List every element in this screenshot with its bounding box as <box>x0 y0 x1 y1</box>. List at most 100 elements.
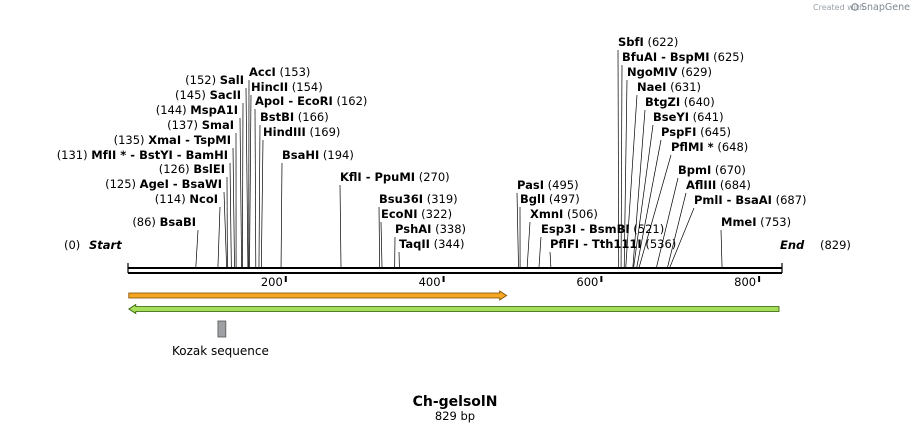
site-pos-1: (114) <box>155 192 190 206</box>
site-label-35[interactable]: AflIII (684) <box>686 178 751 192</box>
site-pos-7: (144) <box>156 103 191 117</box>
kozak-label: Kozak sequence <box>172 344 269 358</box>
site-pos-19: (338) <box>431 222 466 236</box>
credit-brand: SnapGene <box>861 2 910 13</box>
end-label: End <box>780 238 805 252</box>
site-name-22: BglI <box>520 192 545 206</box>
site-name-7: MspA1I <box>190 103 238 117</box>
site-name-2: AgeI - BsaWI <box>140 177 222 191</box>
site-label-16[interactable]: KflI - PpuMI (270) <box>340 170 450 184</box>
site-name-6: SmaI <box>202 118 234 132</box>
site-line-31 <box>633 124 654 268</box>
forward-feature-arrow[interactable] <box>128 290 508 301</box>
site-name-17: Bsu36I <box>379 192 423 206</box>
site-label-31[interactable]: BseYI (641) <box>653 110 724 124</box>
site-label-29[interactable]: NaeI (631) <box>637 80 701 94</box>
site-name-3: BslEI <box>193 162 225 176</box>
site-name-27: BfuAI - BspMI <box>622 50 709 64</box>
site-label-20[interactable]: TaqII (344) <box>399 237 465 251</box>
site-line-2 <box>223 191 227 268</box>
site-pos-21: (495) <box>544 178 579 192</box>
site-pos-26: (622) <box>644 35 679 49</box>
site-label-3[interactable]: (126) BslEI <box>159 162 225 176</box>
site-name-13: BstBI <box>260 110 294 124</box>
site-pos-17: (319) <box>423 192 458 206</box>
site-label-28[interactable]: NgoMIV (629) <box>627 65 712 79</box>
site-pos-2: (125) <box>105 177 140 191</box>
site-pos-3: (126) <box>159 162 194 176</box>
site-line-36 <box>669 207 695 268</box>
site-label-8[interactable]: (145) SacII <box>175 88 241 102</box>
ruler-tick-label-200: 200 <box>261 275 283 289</box>
site-label-25[interactable]: PflFI - Tth111I (536) <box>550 237 676 251</box>
site-pos-30: (640) <box>680 95 715 109</box>
site-line-23 <box>526 221 531 268</box>
site-label-14[interactable]: HindIII (169) <box>263 125 340 139</box>
site-line-16 <box>339 184 342 268</box>
site-name-32: PspFI <box>661 125 696 139</box>
site-label-17[interactable]: Bsu36I (319) <box>379 192 458 206</box>
site-line-37 <box>720 229 723 268</box>
site-pos-15: (194) <box>319 148 354 162</box>
site-line-34 <box>656 177 679 268</box>
site-line-30 <box>632 109 646 268</box>
site-line-26 <box>617 49 620 268</box>
site-label-26[interactable]: SbfI (622) <box>618 35 678 49</box>
site-name-15: BsaHI <box>282 148 319 162</box>
site-label-10[interactable]: AccI (153) <box>249 65 310 79</box>
site-name-24: Esp3I - BsmBI <box>541 222 630 236</box>
site-label-27[interactable]: BfuAI - BspMI (625) <box>622 50 744 64</box>
site-label-34[interactable]: BpmI (670) <box>678 163 746 177</box>
site-label-9[interactable]: (152) SalI <box>185 73 244 87</box>
reverse-feature-arrow[interactable] <box>128 303 780 315</box>
site-pos-12: (162) <box>333 94 368 108</box>
site-label-24[interactable]: Esp3I - BsmBI (521) <box>541 222 664 236</box>
site-name-8: SacII <box>210 88 241 102</box>
site-pos-37: (753) <box>757 215 792 229</box>
site-label-13[interactable]: BstBI (166) <box>260 110 329 124</box>
features <box>128 290 780 338</box>
site-name-10: AccI <box>249 65 276 79</box>
site-name-20: TaqII <box>399 237 430 251</box>
site-label-30[interactable]: BtgZI (640) <box>645 95 715 109</box>
site-label-19[interactable]: PshAI (338) <box>395 222 466 236</box>
site-name-31: BseYI <box>653 110 689 124</box>
site-name-28: NgoMIV <box>627 65 677 79</box>
site-label-2[interactable]: (125) AgeI - BsaWI <box>105 177 222 191</box>
snapgene-logo-icon <box>851 3 859 11</box>
site-pos-36: (687) <box>772 193 807 207</box>
site-label-0[interactable]: (86) BsaBI <box>132 215 196 229</box>
site-label-6[interactable]: (137) SmaI <box>167 118 234 132</box>
site-label-11[interactable]: HincII (154) <box>251 80 323 94</box>
site-line-27 <box>620 64 623 268</box>
site-pos-33: (648) <box>714 140 749 154</box>
site-name-23: XmnI <box>530 207 563 221</box>
site-line-17 <box>378 206 381 268</box>
ruler-tick-label-800: 800 <box>734 275 756 289</box>
ruler-tick-label-600: 600 <box>576 275 598 289</box>
site-label-15[interactable]: BsaHI (194) <box>282 148 354 162</box>
site-name-9: SalI <box>220 73 244 87</box>
site-label-32[interactable]: PspFI (645) <box>661 125 731 139</box>
site-pos-29: (631) <box>666 80 701 94</box>
site-label-36[interactable]: PmlI - BsaAI (687) <box>694 193 807 207</box>
site-label-18[interactable]: EcoNI (322) <box>381 207 452 221</box>
site-label-12[interactable]: ApoI - EcoRI (162) <box>255 94 367 108</box>
site-name-11: HincII <box>251 80 288 94</box>
site-label-23[interactable]: XmnI (506) <box>530 207 598 221</box>
site-label-5[interactable]: (135) XmaI - TspMI <box>114 133 231 147</box>
ruler: 200 400 600 800 <box>261 275 761 289</box>
site-line-14 <box>260 139 264 268</box>
site-line-18 <box>380 221 383 268</box>
start-position: (0) <box>64 238 80 252</box>
site-label-21[interactable]: PasI (495) <box>517 178 579 192</box>
kozak-feature-box[interactable] <box>217 320 227 338</box>
site-label-37[interactable]: MmeI (753) <box>721 215 791 229</box>
site-label-33[interactable]: PflMI * (648) <box>671 140 748 154</box>
site-label-4[interactable]: (131) MfII * - BstYI - BamHI <box>57 148 228 162</box>
site-label-7[interactable]: (144) MspA1I <box>156 103 238 117</box>
site-pos-13: (166) <box>294 110 329 124</box>
site-label-22[interactable]: BglI (497) <box>520 192 580 206</box>
site-label-1[interactable]: (114) NcoI <box>155 192 218 206</box>
